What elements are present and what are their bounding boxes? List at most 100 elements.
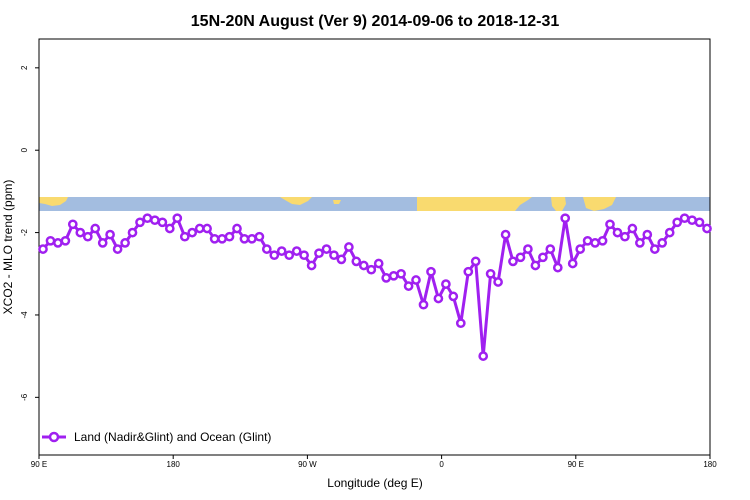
data-point xyxy=(687,215,697,226)
data-point xyxy=(120,238,130,248)
ocean-background xyxy=(39,197,710,211)
data-point xyxy=(142,213,153,224)
data-point xyxy=(53,238,63,248)
data-point xyxy=(82,231,93,242)
data-point xyxy=(694,217,705,228)
data-point xyxy=(194,223,205,234)
x-tick-label: 0 xyxy=(439,460,444,469)
y-tick-label: -6 xyxy=(20,393,29,401)
x-axis-label: Longitude (deg E) xyxy=(327,476,422,490)
data-point xyxy=(381,273,392,283)
data-point xyxy=(575,244,586,254)
data-point xyxy=(664,227,675,238)
y-tick-label: -4 xyxy=(20,311,29,319)
data-point xyxy=(358,260,369,271)
data-point xyxy=(620,231,630,242)
data-point xyxy=(470,256,481,267)
x-tick-label: 90 W xyxy=(298,460,317,469)
data-point xyxy=(97,238,108,248)
land-southeast-asia-east xyxy=(551,197,566,211)
data-point xyxy=(582,235,593,246)
data-point xyxy=(67,219,78,230)
y-axis: 2 0 -2 -4 -6 xyxy=(20,65,39,401)
data-point xyxy=(314,248,324,259)
data-point xyxy=(455,318,466,329)
data-point xyxy=(105,229,115,240)
x-tick-label: 180 xyxy=(703,460,717,469)
data-point xyxy=(605,219,615,230)
x-tick-label: 180 xyxy=(167,460,181,469)
data-point xyxy=(202,223,212,234)
x-tick-label: 90 E xyxy=(31,460,47,469)
series-line xyxy=(41,216,708,358)
data-point xyxy=(418,299,429,310)
data-point xyxy=(172,213,183,224)
data-point xyxy=(329,250,339,261)
data-point xyxy=(232,223,242,234)
data-point xyxy=(657,238,668,248)
data-point xyxy=(627,223,638,234)
data-point xyxy=(530,260,541,271)
data-point xyxy=(448,291,459,302)
data-point xyxy=(112,244,123,254)
data-point xyxy=(351,256,362,267)
plot-frame xyxy=(38,38,711,456)
land-central-america xyxy=(280,197,312,205)
data-point xyxy=(60,235,71,246)
y-axis-label: XCO2 - MLO trend (ppm) xyxy=(1,180,15,315)
data-point xyxy=(478,351,489,361)
data-point xyxy=(135,217,145,228)
data-point xyxy=(187,227,198,238)
data-point xyxy=(552,262,563,273)
data-point xyxy=(306,260,317,271)
data-point xyxy=(217,233,227,244)
land-islands xyxy=(333,200,341,204)
data-point xyxy=(612,227,623,238)
data-point xyxy=(485,268,496,279)
land-southeast-asia-west xyxy=(39,197,68,206)
data-point xyxy=(523,244,533,254)
data-point xyxy=(411,275,421,285)
data-point xyxy=(276,246,287,256)
data-point xyxy=(515,252,526,263)
land-africa-arabia xyxy=(417,197,532,211)
data-point xyxy=(90,223,101,234)
chart-title: 15N-20N August (Ver 9) 2014-09-06 to 201… xyxy=(191,13,560,30)
data-point xyxy=(127,227,138,238)
data-point xyxy=(150,215,160,226)
legend: Land (Nadir&Glint) and Ocean (Glint) xyxy=(42,430,271,444)
data-point xyxy=(284,250,295,261)
series-group xyxy=(38,213,712,361)
y-tick-label: 2 xyxy=(20,65,29,70)
land-areas xyxy=(39,197,616,211)
y-tick-label: 0 xyxy=(20,147,29,152)
data-point xyxy=(433,293,444,304)
data-point xyxy=(672,217,683,228)
data-point xyxy=(545,244,556,254)
data-point xyxy=(209,233,220,244)
data-point xyxy=(299,250,309,261)
y-tick-label: -2 xyxy=(20,228,29,236)
map-strip xyxy=(39,197,710,211)
data-point xyxy=(702,223,712,234)
data-point xyxy=(463,266,474,277)
land-philippines xyxy=(583,197,616,211)
data-point xyxy=(45,235,56,246)
data-point xyxy=(344,242,354,252)
data-point xyxy=(373,258,384,269)
legend-marker-swatch xyxy=(48,431,60,443)
data-point xyxy=(441,279,451,289)
data-point xyxy=(239,233,250,244)
data-point xyxy=(635,238,645,248)
data-point xyxy=(261,244,272,254)
data-point xyxy=(396,268,406,279)
data-point xyxy=(567,258,578,269)
data-point xyxy=(291,246,302,256)
data-point xyxy=(321,244,332,254)
data-point xyxy=(679,213,690,224)
data-point xyxy=(179,231,190,242)
data-point xyxy=(366,264,377,275)
data-point xyxy=(269,250,280,261)
data-point xyxy=(538,252,548,263)
